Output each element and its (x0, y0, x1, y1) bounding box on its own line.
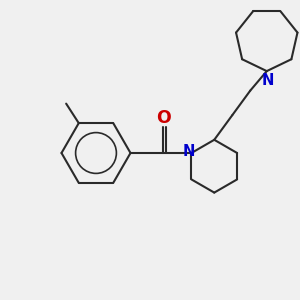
Text: N: N (182, 144, 195, 159)
Text: O: O (156, 109, 171, 127)
Text: N: N (261, 73, 274, 88)
